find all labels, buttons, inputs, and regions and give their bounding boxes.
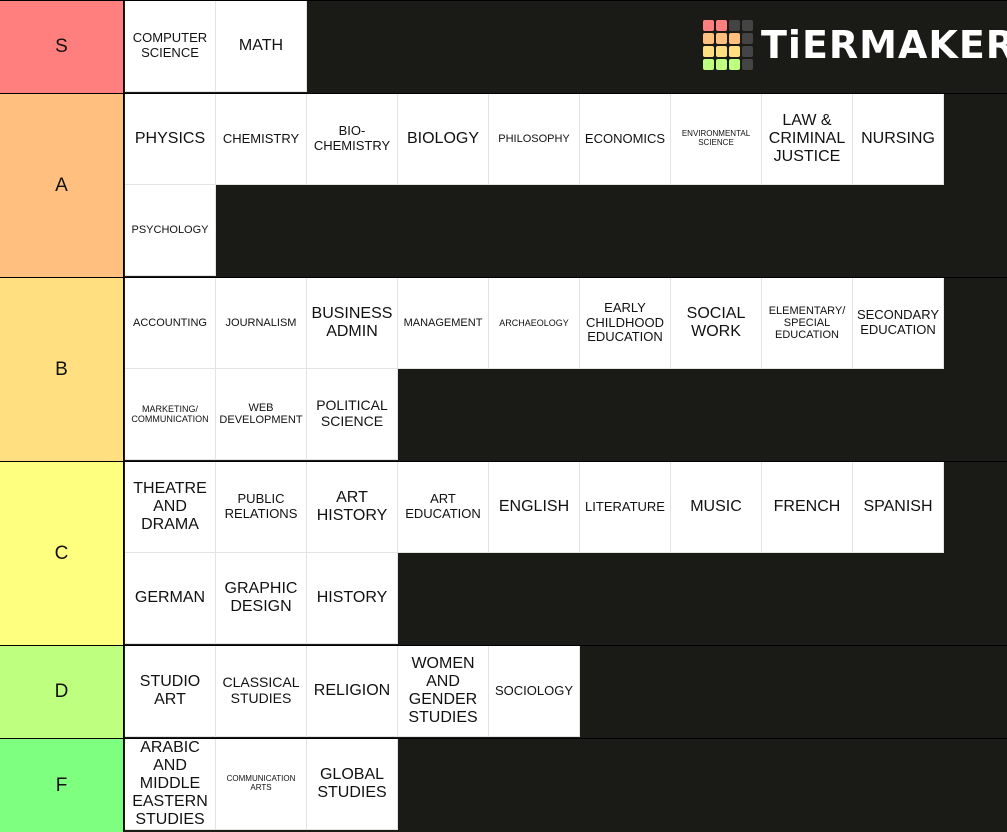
tier-label-s[interactable]: S xyxy=(0,1,124,93)
tier-item[interactable]: GRAPHIC DESIGN xyxy=(216,553,307,644)
tier-item[interactable]: JOURNALISM xyxy=(216,278,307,369)
tier-item[interactable]: LAW & CRIMINAL JUSTICE xyxy=(762,94,853,185)
tier-item[interactable]: ECONOMICS xyxy=(580,94,671,185)
tier-row-d: D STUDIO ART CLASSICAL STUDIES RELIGION WOME… xyxy=(0,645,1007,738)
tier-items: THEATRE AND DRAMA PUBLIC RELATIONS ART HIS… xyxy=(125,462,989,644)
tier-item[interactable]: CHEMISTRY xyxy=(216,94,307,185)
tier-item[interactable]: ENGLISH xyxy=(489,462,580,553)
tier-item[interactable]: WEB DEVELOPMENT xyxy=(216,369,307,460)
tier-item[interactable]: BIOLOGY xyxy=(398,94,489,185)
tier-item[interactable]: RELIGION xyxy=(307,646,398,737)
tier-item[interactable]: ENVIRONMENTAL SCIENCE xyxy=(671,94,762,185)
tier-label-d[interactable]: D xyxy=(0,646,124,738)
tier-item[interactable]: MATH xyxy=(216,1,307,92)
tier-item[interactable]: GERMAN xyxy=(125,553,216,644)
tier-items: ACCOUNTING JOURNALISM BUSINESS ADMIN MANAGE… xyxy=(125,278,989,460)
tier-label-c[interactable]: C xyxy=(0,462,124,645)
tier-item[interactable]: FRENCH xyxy=(762,462,853,553)
tier-items: PHYSICS CHEMISTRY BIO- CHEMISTRY BIOLOGY PHI… xyxy=(125,94,989,276)
tier-item[interactable]: CLASSICAL STUDIES xyxy=(216,646,307,737)
tier-item[interactable]: EARLY CHILDHOOD EDUCATION xyxy=(580,278,671,369)
tier-label-a[interactable]: A xyxy=(0,94,124,277)
tiermaker-logo: TiERMAKER xyxy=(703,20,1007,70)
tier-label-f[interactable]: F xyxy=(0,739,124,832)
tier-item[interactable]: ART EDUCATION xyxy=(398,462,489,553)
tier-item[interactable]: POLITICAL SCIENCE xyxy=(307,369,398,460)
tier-item[interactable]: ARCHAEOLOGY xyxy=(489,278,580,369)
logo-grid-icon xyxy=(703,20,753,70)
tier-item[interactable]: THEATRE AND DRAMA xyxy=(125,462,216,553)
tier-label-b[interactable]: B xyxy=(0,278,124,461)
tier-item[interactable]: PHILOSOPHY xyxy=(489,94,580,185)
tier-item[interactable]: SOCIAL WORK xyxy=(671,278,762,369)
tier-item[interactable]: MARKETING/ COMMUNICATION xyxy=(125,369,216,460)
tier-item[interactable]: SPANISH xyxy=(853,462,944,553)
tier-row-f: F ARABIC AND MIDDLE EASTERN STUDIES COMMUN… xyxy=(0,738,1007,832)
tier-item[interactable]: NURSING xyxy=(853,94,944,185)
tier-item[interactable]: PUBLIC RELATIONS xyxy=(216,462,307,553)
tier-item[interactable]: HISTORY xyxy=(307,553,398,644)
logo-text: TiERMAKER xyxy=(761,23,1007,67)
tier-item[interactable]: LITERATURE xyxy=(580,462,671,553)
tier-row-c: C THEATRE AND DRAMA PUBLIC RELATIONS ART HI… xyxy=(0,461,1007,645)
tier-item[interactable]: ART HISTORY xyxy=(307,462,398,553)
tier-item[interactable]: GLOBAL STUDIES xyxy=(307,739,398,830)
tier-items: COMPUTER SCIENCE MATH xyxy=(125,1,989,92)
tier-item[interactable]: SECONDARY EDUCATION xyxy=(853,278,944,369)
tier-item[interactable]: WOMEN AND GENDER STUDIES xyxy=(398,646,489,737)
tier-item[interactable]: ACCOUNTING xyxy=(125,278,216,369)
tier-row-a: A PHYSICS CHEMISTRY BIO- CHEMISTRY BIOLOGY PH… xyxy=(0,93,1007,277)
tier-item[interactable]: ARABIC AND MIDDLE EASTERN STUDIES xyxy=(125,739,216,830)
tier-row-b: B ACCOUNTING JOURNALISM BUSINESS ADMIN MANAG… xyxy=(0,277,1007,461)
tier-item[interactable]: BUSINESS ADMIN xyxy=(307,278,398,369)
tier-item[interactable]: PSYCHOLOGY xyxy=(125,185,216,276)
tier-item[interactable]: SOCIOLOGY xyxy=(489,646,580,737)
tier-item[interactable]: MANAGEMENT xyxy=(398,278,489,369)
tier-items: ARABIC AND MIDDLE EASTERN STUDIES COMMUNI… xyxy=(125,739,989,830)
tier-item[interactable]: COMPUTER SCIENCE xyxy=(125,1,216,92)
tier-item[interactable]: ELEMENTARY/ SPECIAL EDUCATION xyxy=(762,278,853,369)
tier-item[interactable]: COMMUNICATION ARTS xyxy=(216,739,307,830)
tier-items: STUDIO ART CLASSICAL STUDIES RELIGION WOMEN… xyxy=(125,646,989,737)
tier-row-s: S COMPUTER SCIENCE MATH xyxy=(0,0,1007,93)
tier-item[interactable]: MUSIC xyxy=(671,462,762,553)
tier-item[interactable]: BIO- CHEMISTRY xyxy=(307,94,398,185)
tier-item[interactable]: PHYSICS xyxy=(125,94,216,185)
tier-item[interactable]: STUDIO ART xyxy=(125,646,216,737)
